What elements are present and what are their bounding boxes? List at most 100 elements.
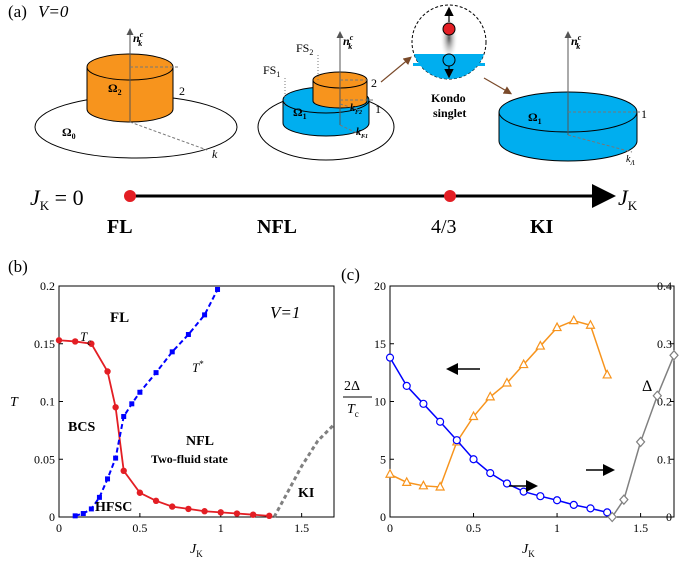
c-ytick-right-label: 0.2: [657, 395, 672, 409]
tstar-label: T*: [192, 359, 204, 375]
gap-ratio-point: [585, 319, 596, 329]
tc-label: Tc: [80, 329, 91, 347]
panel-a: (a) V=0 nc k Ω2 2 Ω0 k: [8, 2, 647, 238]
jk-zero-dot: [124, 190, 136, 202]
c-ytick-left-label: 0: [380, 510, 386, 524]
c-ytick-left-label: 20: [374, 279, 386, 293]
svg-text:k: k: [212, 147, 218, 161]
gap-ratio-point: [468, 410, 479, 421]
gap-ratio-point: [401, 476, 412, 486]
tstar-point: [137, 389, 143, 395]
delta-blue-point: [519, 487, 528, 496]
c-ytick-right-label: 0.4: [657, 279, 672, 293]
phase-fl: FL: [107, 216, 133, 238]
panel-c-series: [385, 314, 679, 523]
jk-end-label: JK: [618, 185, 638, 213]
c-xtick-label: 0: [387, 521, 393, 535]
gap-ratio-point: [501, 377, 512, 387]
b-xtick-label: 1: [218, 521, 224, 535]
svg-text:Tc: Tc: [347, 402, 359, 419]
delta-blue-point: [419, 399, 428, 408]
delta-gray-point: [607, 511, 617, 523]
kondo-singlet-inset: Kondo singlet: [380, 4, 513, 120]
b-ytick-label: 0.05: [34, 452, 55, 466]
delta-blue-point: [603, 508, 612, 517]
panel-c-ylabel-left: 2Δ Tc: [343, 379, 372, 419]
panel-b-ticks: 0 0.5 1 1.5 0 0.05 0.1 0.15 0.2: [34, 279, 309, 535]
cylinder-fs: nc k FS2 FS1 2 1 kF2 kF1 Ω1: [257, 31, 395, 161]
tc-point: [104, 368, 111, 375]
panel-b: (b) 0 0.5 1 1.500.050.10.150.2 T JK V=1 FL …: [8, 257, 336, 559]
svg-text:1: 1: [375, 102, 381, 116]
tstar-point: [113, 455, 119, 461]
delta-blue-point: [402, 381, 411, 391]
tstar-point: [72, 513, 78, 519]
delta-blue-point: [385, 353, 395, 362]
cylinder-omega2: nc k Ω2 2 Ω0 k: [34, 28, 238, 161]
phase-ki: KI: [530, 216, 554, 238]
gap-ratio-point: [518, 358, 529, 369]
svg-text:Ω2: Ω2: [108, 81, 122, 97]
svg-text:2: 2: [371, 76, 377, 90]
b-xtick-label: 0.5: [132, 521, 147, 535]
b-series-line-1: [74, 289, 219, 517]
panel-b-ylabel: T: [10, 395, 19, 410]
delta-blue-point: [436, 417, 445, 426]
c-ytick-left-label: 5: [380, 452, 386, 466]
b-xtick-label: 0: [56, 521, 62, 535]
jk-zero-label: JK = 0: [30, 185, 84, 213]
gap-ratio-point: [418, 480, 429, 490]
gap-ratio-point: [552, 321, 563, 332]
panel-b-series: [55, 286, 336, 520]
tc-point: [88, 340, 95, 347]
panel-c-label: (c): [341, 265, 360, 284]
panel-b-xlabel: JK: [190, 542, 203, 559]
svg-text:Ω1: Ω1: [528, 110, 542, 126]
svg-text:nck: nc k: [343, 33, 354, 51]
tstar-point: [215, 286, 221, 292]
tc-point: [71, 338, 79, 345]
svg-text:kF2: kF2: [350, 103, 362, 116]
svg-text:nck: nc k: [571, 33, 582, 51]
tc-point: [249, 511, 257, 518]
phase-nfl: NFL: [257, 216, 297, 238]
c-xtick-label: 1.5: [633, 521, 648, 535]
tstar-point: [96, 494, 102, 500]
delta-gray-point: [619, 494, 629, 506]
delta-blue-point: [569, 500, 578, 509]
tstar-point: [80, 511, 86, 517]
svg-text:2: 2: [179, 84, 185, 98]
svg-text:singlet: singlet: [433, 106, 466, 120]
gap-ratio-point: [568, 314, 579, 325]
tstar-point: [202, 312, 208, 318]
region-bcs: BCS: [68, 420, 95, 435]
region-ki: KI: [298, 486, 314, 501]
delta-blue-point: [552, 496, 562, 505]
delta-blue-point: [586, 504, 595, 513]
critical-value: 4/3: [431, 216, 457, 238]
delta-blue-point: [486, 469, 495, 478]
jk-critical-dot: [444, 190, 456, 202]
gap-ratio-point: [485, 391, 496, 401]
tstar-point: [169, 349, 175, 355]
tstar-point: [88, 506, 94, 512]
b-ytick-label: 0: [49, 510, 55, 524]
gap-ratio-point: [535, 340, 546, 350]
gap-ratio-point: [385, 468, 395, 478]
c-ytick-right-label: 0.1: [657, 452, 672, 466]
v-zero-label: V=0: [38, 2, 69, 21]
tc-point: [233, 510, 241, 517]
tc-point: [217, 509, 224, 516]
tc-point: [169, 503, 176, 510]
tstar-point: [185, 332, 191, 338]
delta-blue-point: [469, 455, 478, 464]
delta-gray-point: [669, 349, 679, 361]
svg-text:kF1: kF1: [356, 127, 368, 140]
delta-blue-point: [502, 479, 512, 488]
k-axis-1: [129, 121, 208, 151]
svg-text:kΛ: kΛ: [626, 154, 635, 167]
b-xtick-label: 1.5: [294, 521, 309, 535]
c-ytick-right-label: 0.3: [657, 337, 672, 351]
